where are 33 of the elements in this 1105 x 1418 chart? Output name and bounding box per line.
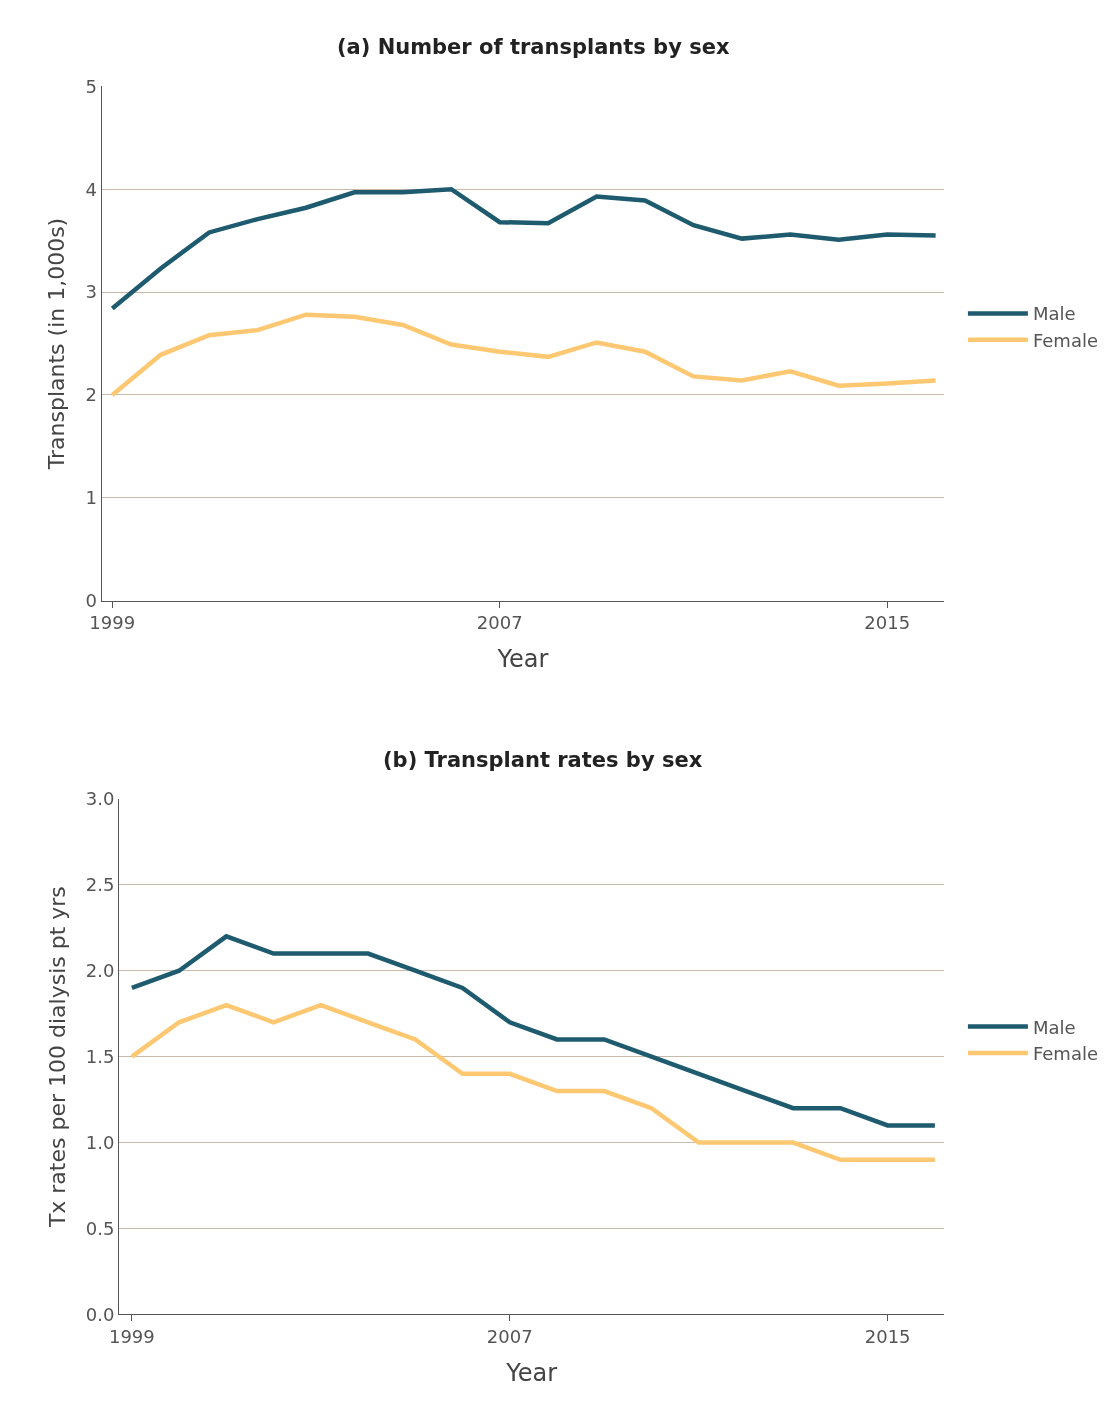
y-tick-label: 0: [85, 589, 98, 611]
y-axis-title: Tx rates per 100 dialysis pt yrs: [44, 886, 70, 1229]
x-axis-title: Year: [496, 645, 549, 674]
y-tick-label: 5: [85, 75, 98, 97]
x-tick-label: 1999: [89, 612, 136, 634]
y-tick-label: 0.0: [85, 1303, 115, 1325]
x-axis-title: Year: [505, 1359, 558, 1388]
y-tick-label: 2.5: [85, 874, 115, 896]
y-tick-label: 4: [85, 178, 98, 200]
legend-label: Female: [1032, 1043, 1098, 1065]
line-series: [110, 312, 938, 398]
y-tick-label: 1: [85, 487, 98, 509]
y-tick-label: 1.5: [85, 1045, 115, 1067]
y-tick-label: 0.5: [85, 1217, 115, 1239]
y-tick-label: 3.0: [85, 788, 115, 810]
y-tick-label: 3: [85, 281, 98, 303]
x-tick-label: 2007: [476, 612, 523, 634]
y-tick-label: 2: [85, 384, 98, 406]
legend-label: Male: [1032, 303, 1076, 325]
legend-label: Male: [1032, 1016, 1076, 1038]
y-tick-label: 2.0: [85, 960, 115, 982]
legend-label: Female: [1032, 329, 1098, 351]
chart-title: (a) Number of transplants by sex: [337, 35, 730, 59]
line-series: [110, 187, 938, 311]
line-series: [129, 1002, 938, 1163]
y-axis-title: Transplants (in 1,000s): [44, 217, 70, 471]
line-series: [129, 934, 938, 1128]
x-tick-label: 1999: [108, 1326, 155, 1347]
chart-title: (b) Transplant rates by sex: [383, 748, 703, 772]
x-tick-label: 2007: [486, 1326, 533, 1347]
y-tick-label: 1.0: [85, 1131, 115, 1153]
x-tick-label: 2015: [864, 1326, 911, 1347]
x-tick-label: 2015: [864, 612, 911, 634]
